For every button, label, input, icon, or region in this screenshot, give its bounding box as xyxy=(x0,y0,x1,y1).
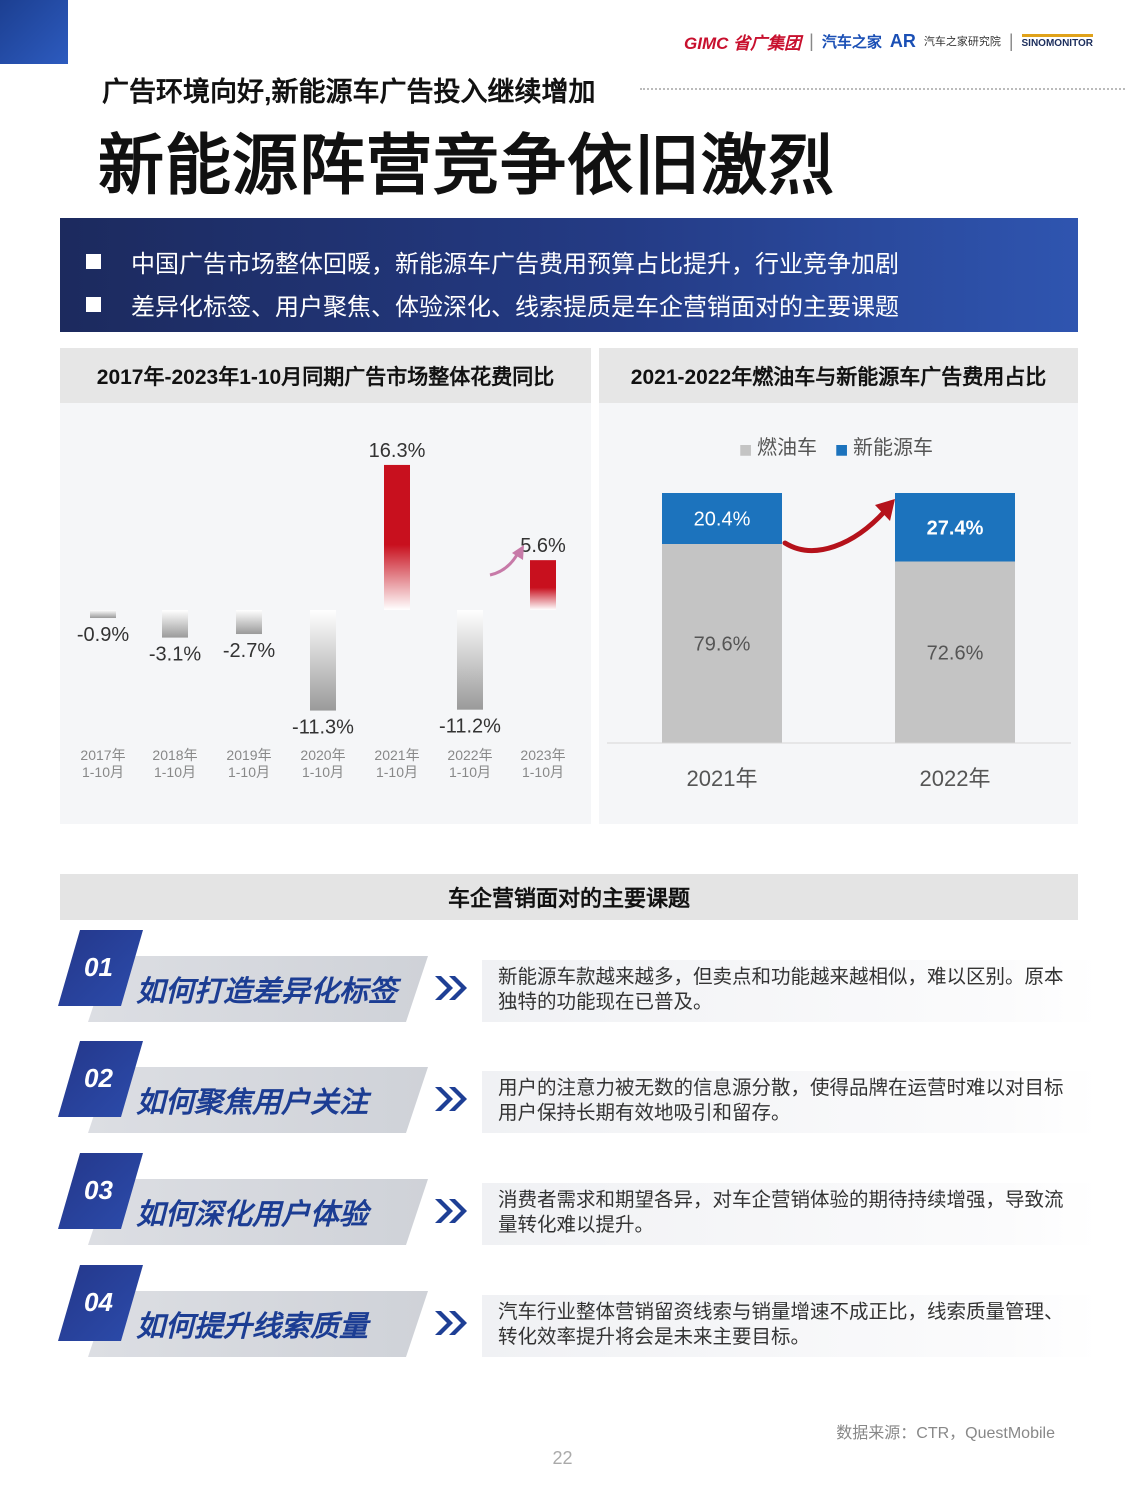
yoy-tick-label: 2021年 xyxy=(374,747,419,763)
summary-banner: 中国广告市场整体回暖，新能源车广告费用预算占比提升，行业竞争加剧 差异化标签、用… xyxy=(60,218,1078,332)
share-stacked-chart: ■ 燃油车 ■ 新能源车 79.6% 20.4% 2021年 72.6% 27.4% 2022年 xyxy=(607,436,1071,791)
legend-marker: ■ xyxy=(835,442,848,458)
yoy-bar xyxy=(530,560,556,610)
square-bullet-icon xyxy=(86,254,101,269)
double-chevron-right-icon xyxy=(435,1311,467,1335)
autohome-logo: 汽车之家 xyxy=(821,33,882,51)
yoy-tick-label: 2018年 xyxy=(152,747,197,763)
yoy-bar xyxy=(310,610,336,711)
yoy-bar xyxy=(236,610,262,635)
yoy-tick-label: 1-10月 xyxy=(82,764,124,780)
yoy-data-label: 5.6% xyxy=(520,535,566,557)
gimc-logo: GIMC 省广集团 xyxy=(684,33,802,53)
legend-label: 新能源车 xyxy=(853,436,933,459)
legend-label: 燃油车 xyxy=(757,436,817,459)
corner-accent xyxy=(0,0,68,64)
square-bullet-icon xyxy=(86,297,101,312)
banner-item: 中国广告市场整体回暖，新能源车广告费用预算占比提升，行业竞争加剧 xyxy=(86,240,1078,283)
yoy-tick-label: 1-10月 xyxy=(449,764,491,780)
issue-description: 用户的注意力被无数的信息源分散，使得品牌在运营时难以对目标用户保持长期有效地吸引… xyxy=(482,1071,1098,1133)
yoy-chart-title: 2017年-2023年1-10月同期广告市场整体花费同比 xyxy=(60,348,591,403)
issues-header: 车企营销面对的主要课题 xyxy=(60,874,1078,920)
double-chevron-right-icon xyxy=(435,976,467,1000)
page-title: 新能源阵营竞争依旧激烈 xyxy=(98,128,835,202)
yoy-bar xyxy=(457,610,483,710)
share-chart-panel: 2021-2022年燃油车与新能源车广告费用占比 ■ 燃油车 ■ 新能源车 79.6% 2… xyxy=(599,348,1078,824)
yoy-tick-label: 1-10月 xyxy=(228,764,270,780)
issue-number: 03 xyxy=(84,1175,113,1205)
issue-item: 01 如何打造差异化标签 新能源车款越来越多，但卖点和功能越来越相似，难以区别。… xyxy=(58,930,1098,1022)
institute-logo: 汽车之家研究院 xyxy=(923,36,1001,48)
double-chevron-right-icon xyxy=(435,1199,467,1223)
page-subtitle: 广告环境向好,新能源车广告投入继续增加 xyxy=(102,77,596,107)
yoy-tick-label: 1-10月 xyxy=(376,764,418,780)
banner-text: 差异化标签、用户聚焦、体验深化、线索提质是车企营销面对的主要课题 xyxy=(131,294,899,321)
yoy-tick-label: 1-10月 xyxy=(154,764,196,780)
issue-title-bg xyxy=(88,1291,428,1357)
issue-title-bg xyxy=(88,1067,428,1133)
chart-legend: ■ 燃油车 ■ 新能源车 xyxy=(739,436,933,459)
legend-marker: ■ xyxy=(739,442,752,458)
nev-bar xyxy=(662,493,782,544)
yoy-tick-label: 2022年 xyxy=(447,747,492,763)
fuel-car-bar xyxy=(895,561,1015,743)
yoy-chart-panel: 2017年-2023年1-10月同期广告市场整体花费同比 -0.9% 2017年 1… xyxy=(60,348,591,824)
curved-arrow-icon xyxy=(489,552,520,577)
issue-number: 02 xyxy=(84,1063,113,1093)
issue-title-bg xyxy=(88,956,428,1022)
sinomonitor-logo: SINOMONITOR xyxy=(1021,33,1093,49)
data-source: 数据来源：CTR，QuestMobile xyxy=(836,1425,1055,1442)
share-tick-label: 2021年 xyxy=(687,766,758,791)
curved-arrow-head-icon xyxy=(875,499,895,521)
issue-item: 04 如何提升线索质量 汽车行业整体营销留资线索与销量增速不成正比，线索质量管理… xyxy=(58,1265,1098,1357)
yoy-bar xyxy=(162,610,188,638)
nev-data-label: 20.4% xyxy=(694,509,751,531)
yoy-data-label: -3.1% xyxy=(149,644,201,666)
issue-description: 消费者需求和期望各异，对车企营销体验的期待持续增强，导致流量转化难以提升。 xyxy=(482,1183,1098,1245)
logo-divider: | xyxy=(809,30,814,51)
yoy-tick-label: 1-10月 xyxy=(302,764,344,780)
fuel-car-data-label: 79.6% xyxy=(694,634,751,656)
fuel-car-bar xyxy=(662,544,782,743)
issue-description: 新能源车款越来越多，但卖点和功能越来越相似，难以区别。原本独特的功能现在已普及。 xyxy=(482,960,1098,1022)
issue-number: 01 xyxy=(84,952,113,982)
yoy-data-label: -11.3% xyxy=(292,717,354,739)
issue-number: 04 xyxy=(84,1287,113,1317)
banner-item: 差异化标签、用户聚焦、体验深化、线索提质是车企营销面对的主要课题 xyxy=(86,283,1078,326)
yoy-bar-chart: -0.9%2017年1-10月-3.1%2018年1-10月-2.7%2019年… xyxy=(77,440,566,780)
yoy-bar xyxy=(90,610,116,619)
partner-logos: GIMC 省广集团 | 汽车之家 AR 汽车之家研究院 | SINOMONITO… xyxy=(684,26,1093,56)
yoy-data-label: -11.2% xyxy=(439,716,501,738)
yoy-tick-label: 2019年 xyxy=(226,747,271,763)
issue-item: 03 如何深化用户体验 消费者需求和期望各异，对车企营销体验的期待持续增强，导致… xyxy=(58,1153,1098,1245)
fuel-car-data-label: 72.6% xyxy=(927,642,984,664)
issue-item: 02 如何聚焦用户关注 用户的注意力被无数的信息源分散，使得品牌在运营时难以对目… xyxy=(58,1041,1098,1133)
yoy-tick-label: 2023年 xyxy=(520,747,565,763)
page-number: 22 xyxy=(552,1448,573,1468)
yoy-data-label: -0.9% xyxy=(77,624,129,646)
share-chart-title: 2021-2022年燃油车与新能源车广告费用占比 xyxy=(599,348,1078,403)
logo-divider: | xyxy=(1008,30,1014,51)
nev-data-label: 27.4% xyxy=(927,517,984,539)
banner-text: 中国广告市场整体回暖，新能源车广告费用预算占比提升，行业竞争加剧 xyxy=(131,251,899,278)
curved-arrow-head-icon xyxy=(512,545,524,560)
yoy-tick-label: 1-10月 xyxy=(522,764,564,780)
yoy-bar xyxy=(384,464,410,610)
issue-title: 如何聚焦用户关注 xyxy=(136,1087,369,1119)
share-tick-label: 2022年 xyxy=(920,766,991,791)
double-chevron-right-icon xyxy=(435,1087,467,1111)
subtitle-divider xyxy=(640,88,1125,90)
issue-title: 如何打造差异化标签 xyxy=(136,976,398,1008)
yoy-data-label: -2.7% xyxy=(223,640,275,662)
nev-bar xyxy=(895,493,1015,562)
curved-arrow-icon xyxy=(782,508,888,553)
issue-title: 如何提升线索质量 xyxy=(136,1311,369,1343)
issue-description: 汽车行业整体营销留资线索与销量增速不成正比，线索质量管理、转化效率提升将会是未来… xyxy=(482,1295,1098,1357)
yoy-data-label: 16.3% xyxy=(369,440,426,462)
issue-title: 如何深化用户体验 xyxy=(136,1199,369,1231)
yoy-tick-label: 2017年 xyxy=(80,747,125,763)
issue-title-bg xyxy=(88,1179,428,1245)
yoy-tick-label: 2020年 xyxy=(300,747,345,763)
ar-logo: AR xyxy=(889,30,916,51)
